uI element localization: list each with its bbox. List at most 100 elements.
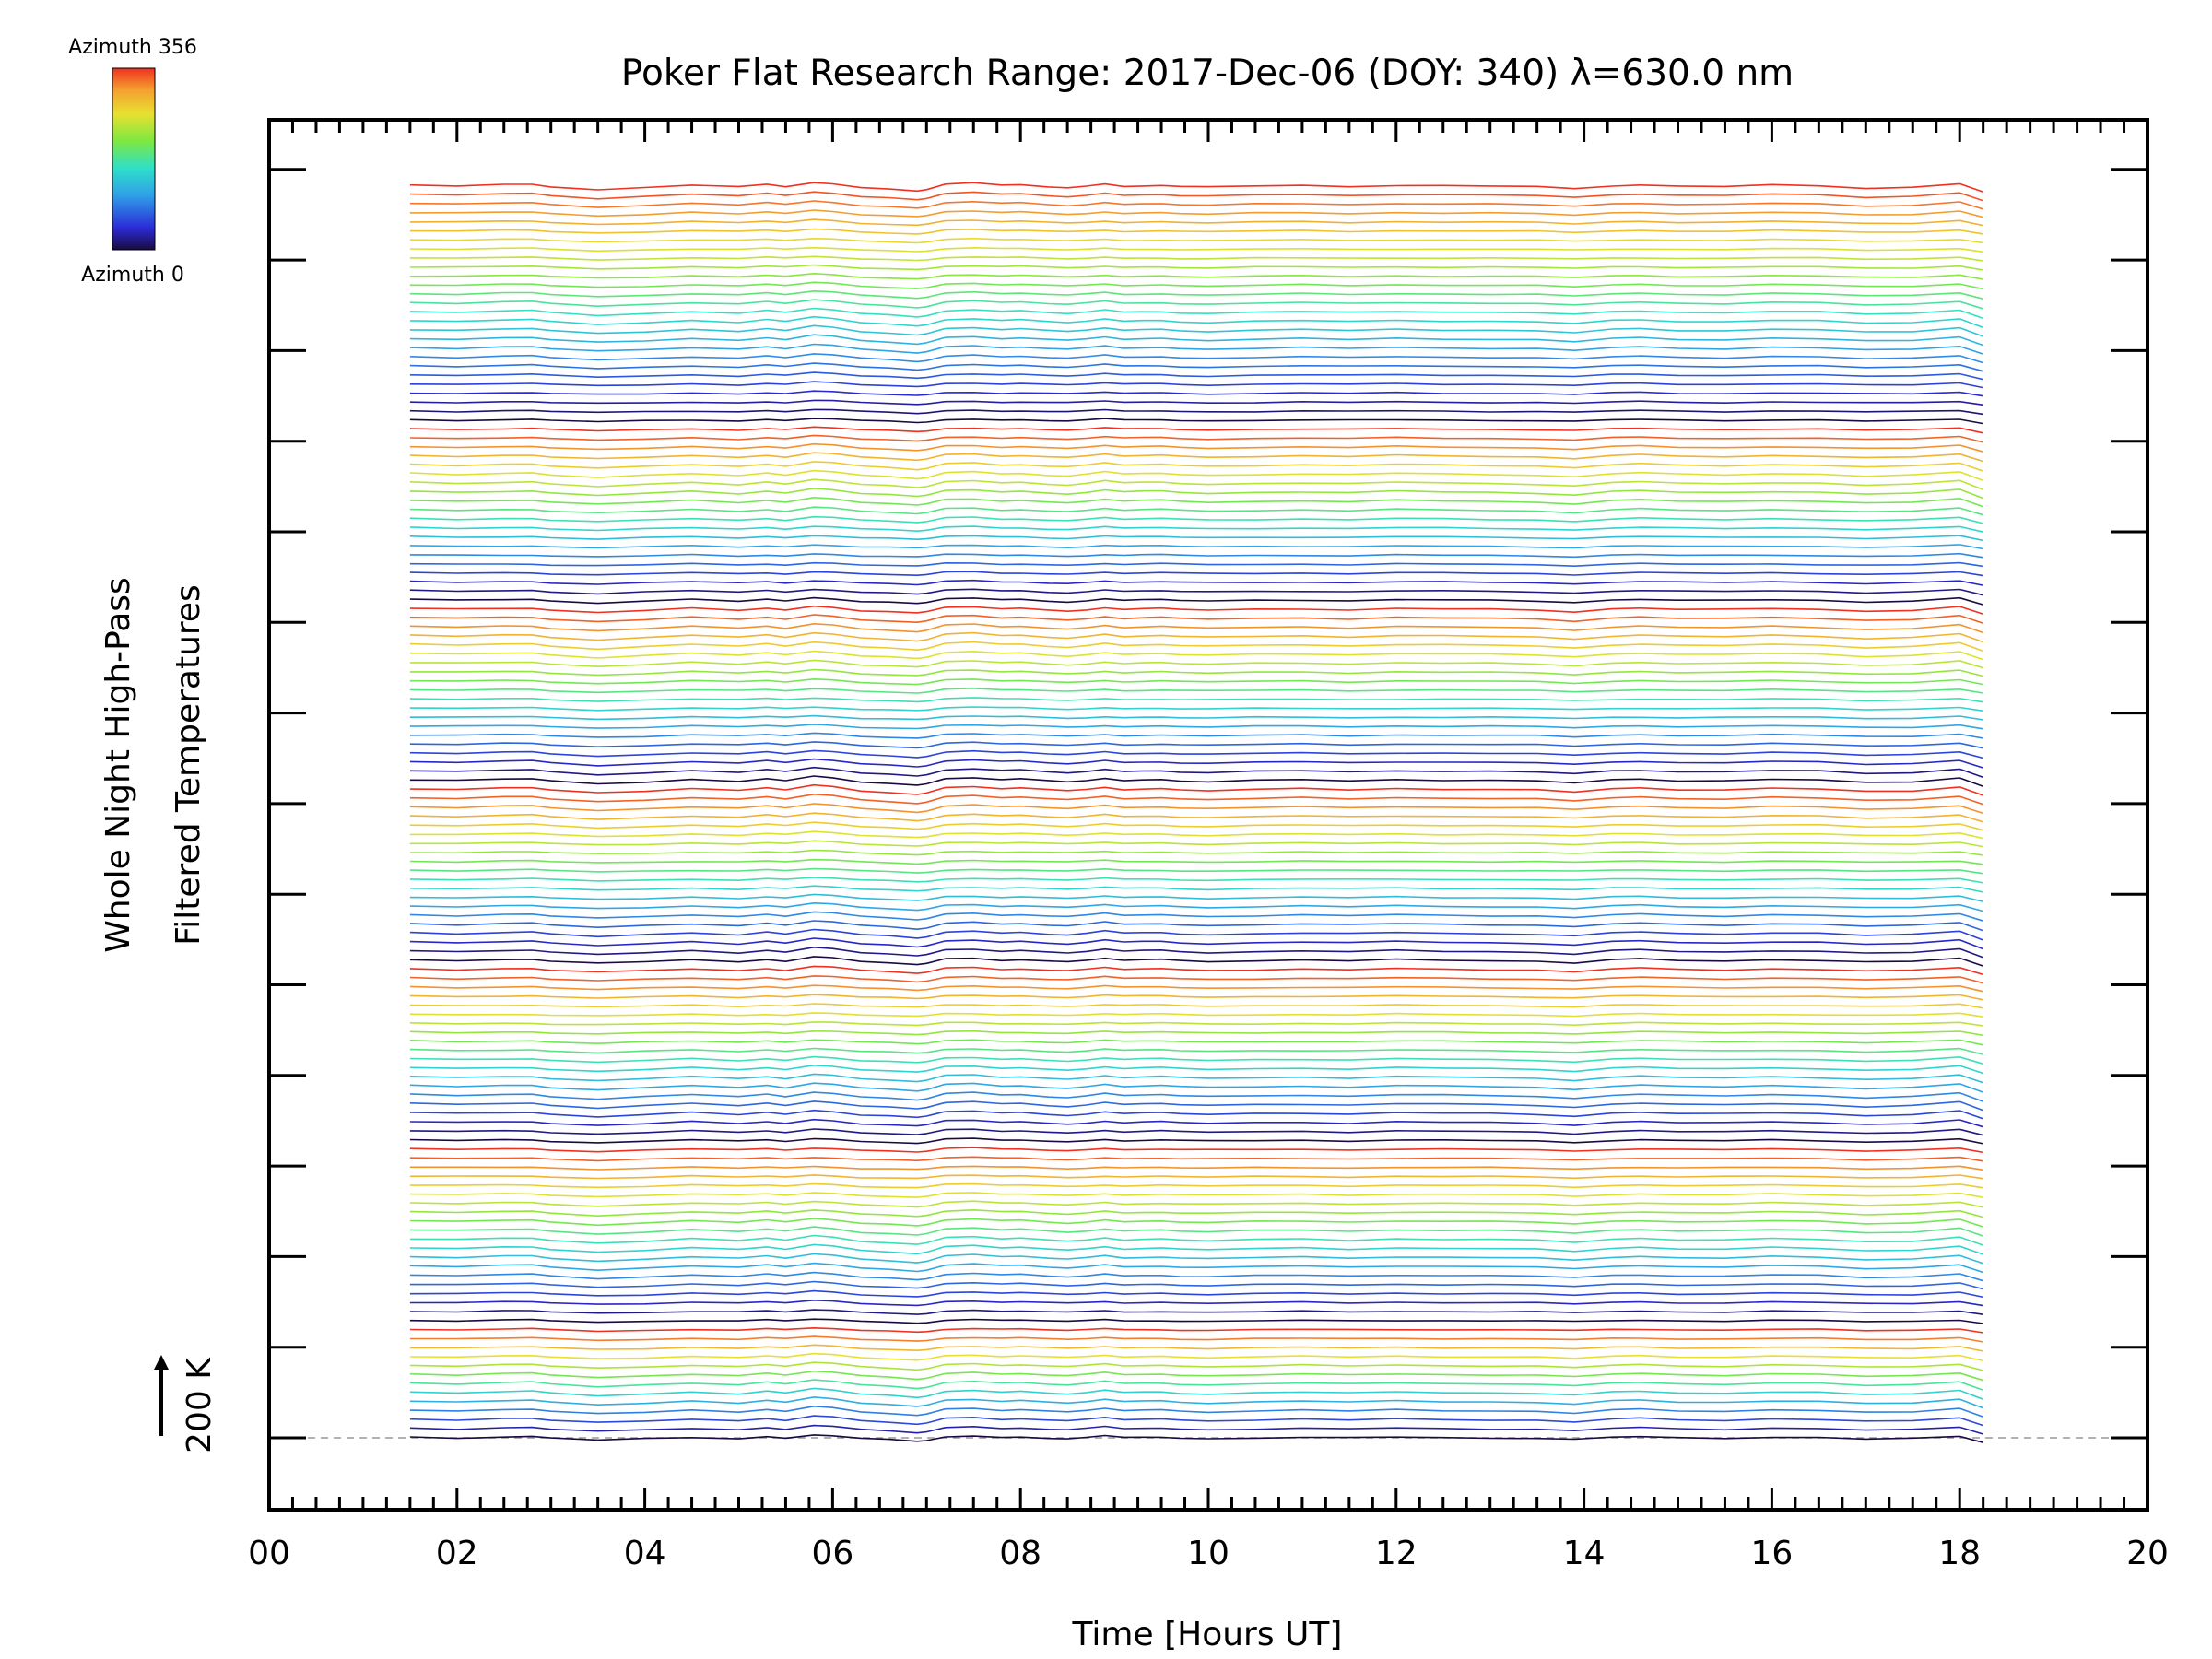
trace-line <box>409 281 1983 290</box>
trace-line <box>409 452 1983 463</box>
trace-line <box>409 605 1983 615</box>
trace-line <box>409 515 1983 524</box>
scale-arrow: 200 K <box>154 1355 218 1453</box>
trace-line <box>409 1192 1983 1198</box>
y-axis-label-line1: Whole Night High-Pass <box>100 577 137 953</box>
trace-line <box>409 1344 1983 1352</box>
trace-line <box>409 1073 1983 1084</box>
trace-line <box>409 334 1983 347</box>
trace-line <box>409 1253 1983 1265</box>
trace-line <box>409 579 1983 586</box>
trace-line <box>409 362 1983 372</box>
trace-line <box>409 830 1983 840</box>
trace-line <box>409 1082 1983 1093</box>
trace-line <box>409 975 1983 984</box>
trace-line <box>409 1137 1983 1145</box>
trace-line <box>409 1379 1983 1391</box>
trace-line <box>409 877 1983 884</box>
trace-line <box>409 1003 1983 1009</box>
trace-line <box>409 191 1983 202</box>
trace-line <box>409 758 1983 769</box>
x-tick-label: 14 <box>1563 1535 1606 1572</box>
trace-line <box>409 290 1983 300</box>
x-tick-label: 16 <box>1750 1535 1793 1572</box>
trace-line <box>409 783 1983 796</box>
trace-line <box>409 200 1983 210</box>
trace-line <box>409 506 1983 516</box>
trace-line <box>409 1218 1983 1228</box>
trace-line <box>409 688 1983 694</box>
trace-line <box>409 1047 1983 1055</box>
trace-line <box>409 307 1983 320</box>
trace-line <box>409 794 1983 806</box>
trace-line <box>409 371 1983 381</box>
trace-line <box>409 1021 1983 1027</box>
trace-line <box>409 1012 1983 1018</box>
x-tick-label: 06 <box>811 1535 853 1572</box>
x-axis: 00 02 04 06 08 10 12 14 16 18 20 <box>248 120 2169 1572</box>
trace-line <box>409 1424 1983 1435</box>
trace-line <box>409 426 1983 434</box>
trace-line <box>409 571 1983 577</box>
trace-line <box>409 994 1983 1001</box>
trace-line <box>409 749 1983 759</box>
trace-line <box>409 1352 1983 1362</box>
x-tick-label: 20 <box>2126 1535 2169 1572</box>
trace-line <box>409 1327 1983 1334</box>
x-tick-label: 18 <box>1938 1535 1981 1572</box>
trace-line <box>409 469 1983 482</box>
trace-line <box>409 1055 1983 1065</box>
trace-line <box>409 984 1983 993</box>
trace-line <box>409 588 1983 596</box>
colorbar-gradient <box>112 67 156 251</box>
trace-line <box>409 324 1983 337</box>
trace-line <box>409 623 1983 634</box>
trace-line <box>409 614 1983 625</box>
x-axis-label: Time [Hours UT] <box>1072 1616 1343 1653</box>
trace-line <box>409 1039 1983 1046</box>
trace-line <box>409 1387 1983 1400</box>
trace-line <box>409 741 1983 749</box>
trace-line <box>409 1109 1983 1120</box>
trace-line <box>409 478 1983 491</box>
trace-line <box>409 1335 1983 1343</box>
x-tick-label: 10 <box>1187 1535 1230 1572</box>
trace-line <box>409 659 1983 669</box>
trace-line <box>409 228 1983 235</box>
trace-line <box>409 1370 1983 1382</box>
trace-line <box>409 1396 1983 1409</box>
x-tick-label: 08 <box>999 1535 1041 1572</box>
trace-line <box>409 1234 1983 1246</box>
trace-line <box>409 218 1983 227</box>
trace-line <box>409 497 1983 508</box>
x-tick-label: 02 <box>436 1535 478 1572</box>
trace-line <box>409 885 1983 893</box>
trace-line <box>409 849 1983 856</box>
trace-line <box>409 1318 1983 1324</box>
trace-line <box>409 1262 1983 1274</box>
colorbar: Azimuth 356 Azimuth 0 <box>68 36 197 287</box>
trace-line <box>409 1147 1983 1154</box>
trace-line <box>409 1128 1983 1136</box>
trace-line <box>409 399 1983 406</box>
trace-line <box>409 858 1983 865</box>
trace-line <box>409 461 1983 472</box>
scale-arrow-head <box>154 1355 169 1370</box>
trace-line <box>409 840 1983 848</box>
trace-line <box>409 1415 1983 1427</box>
trace-line <box>409 353 1983 364</box>
y-axis-label-line2: Filtered Temperatures <box>170 584 207 946</box>
trace-line <box>409 1118 1983 1128</box>
trace-line <box>409 434 1983 443</box>
colorbar-bottom-label: Azimuth 0 <box>81 264 184 287</box>
trace-line <box>409 947 1983 959</box>
trace-line <box>409 381 1983 389</box>
trace-line <box>409 273 1983 280</box>
trace-line <box>409 928 1983 941</box>
trace-line <box>409 1182 1983 1189</box>
trace-line <box>409 1030 1983 1037</box>
trace-line <box>409 732 1983 739</box>
trace-line <box>409 1165 1983 1171</box>
trace-line <box>409 1065 1983 1075</box>
trace-line <box>409 631 1983 643</box>
